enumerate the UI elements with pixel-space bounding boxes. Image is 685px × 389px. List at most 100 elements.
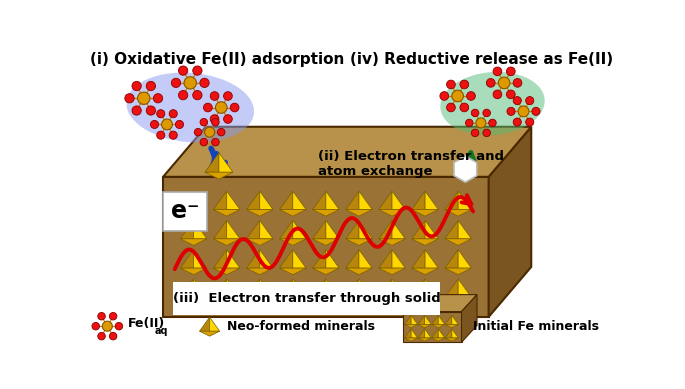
Circle shape (493, 90, 502, 99)
Polygon shape (438, 329, 445, 338)
Polygon shape (445, 297, 471, 304)
Polygon shape (214, 191, 227, 210)
Circle shape (200, 118, 208, 126)
Polygon shape (425, 329, 432, 338)
Circle shape (205, 127, 214, 137)
Text: (i) Oxidative Fe(II) adsorption: (i) Oxidative Fe(II) adsorption (90, 52, 344, 67)
Polygon shape (214, 268, 240, 275)
Circle shape (440, 92, 449, 100)
Circle shape (493, 67, 502, 76)
Polygon shape (438, 315, 445, 324)
Polygon shape (312, 221, 326, 239)
Polygon shape (458, 250, 471, 268)
Circle shape (157, 131, 165, 139)
Circle shape (507, 107, 515, 116)
Circle shape (513, 118, 521, 126)
Circle shape (175, 121, 184, 128)
Circle shape (92, 322, 99, 330)
Polygon shape (359, 221, 372, 239)
Polygon shape (247, 221, 260, 239)
Polygon shape (312, 210, 339, 216)
Circle shape (102, 321, 112, 331)
Polygon shape (312, 268, 339, 275)
Polygon shape (180, 279, 194, 297)
Polygon shape (210, 317, 220, 331)
Polygon shape (418, 338, 432, 341)
Polygon shape (180, 191, 194, 210)
Polygon shape (412, 221, 425, 239)
Circle shape (216, 102, 227, 113)
Polygon shape (260, 250, 273, 268)
Polygon shape (462, 294, 477, 342)
Polygon shape (379, 191, 392, 210)
Text: Initial Fe minerals: Initial Fe minerals (473, 320, 599, 333)
Circle shape (217, 128, 225, 136)
Polygon shape (346, 279, 359, 297)
Polygon shape (180, 239, 207, 245)
Polygon shape (458, 221, 471, 239)
Circle shape (110, 333, 117, 340)
Polygon shape (214, 279, 227, 297)
Polygon shape (214, 239, 240, 245)
Circle shape (210, 115, 219, 123)
Polygon shape (279, 268, 306, 275)
Polygon shape (359, 191, 372, 210)
Circle shape (203, 103, 212, 112)
Circle shape (466, 119, 473, 127)
Polygon shape (454, 156, 477, 182)
Circle shape (230, 103, 239, 112)
Polygon shape (312, 250, 326, 268)
Polygon shape (432, 329, 438, 338)
Circle shape (195, 128, 202, 136)
Polygon shape (392, 250, 406, 268)
Circle shape (460, 80, 469, 89)
Polygon shape (227, 250, 240, 268)
Circle shape (513, 96, 521, 105)
Polygon shape (432, 338, 445, 341)
Circle shape (223, 92, 232, 100)
Text: aq: aq (155, 326, 168, 336)
Polygon shape (163, 177, 488, 317)
Circle shape (200, 78, 209, 88)
Text: Neo-formed minerals: Neo-formed minerals (227, 320, 375, 333)
Polygon shape (379, 297, 406, 304)
Polygon shape (411, 329, 418, 338)
Polygon shape (445, 210, 471, 216)
Polygon shape (279, 297, 306, 304)
Polygon shape (199, 317, 210, 331)
Polygon shape (379, 239, 406, 245)
Polygon shape (292, 279, 306, 297)
Polygon shape (392, 221, 406, 239)
Circle shape (162, 119, 173, 130)
Circle shape (212, 118, 219, 126)
Polygon shape (194, 191, 207, 210)
Polygon shape (346, 221, 359, 239)
Polygon shape (199, 331, 220, 336)
Circle shape (110, 312, 117, 320)
Circle shape (466, 92, 475, 100)
Polygon shape (405, 315, 411, 324)
Polygon shape (247, 210, 273, 216)
Circle shape (506, 67, 515, 76)
Polygon shape (312, 239, 339, 245)
Circle shape (513, 79, 522, 87)
Polygon shape (219, 153, 233, 172)
Polygon shape (452, 329, 458, 338)
Polygon shape (227, 191, 240, 210)
Polygon shape (425, 191, 438, 210)
Circle shape (146, 106, 155, 115)
Polygon shape (412, 191, 425, 210)
Polygon shape (247, 279, 260, 297)
Polygon shape (279, 191, 292, 210)
Polygon shape (432, 324, 445, 328)
Polygon shape (425, 250, 438, 268)
Polygon shape (405, 338, 418, 341)
Circle shape (212, 138, 219, 146)
Circle shape (476, 118, 486, 128)
Text: (iii)  Electron transfer through solid: (iii) Electron transfer through solid (173, 292, 440, 305)
Polygon shape (412, 239, 438, 245)
Circle shape (132, 81, 141, 91)
Circle shape (471, 109, 479, 117)
Text: (ii) Electron transfer and
atom exchange: (ii) Electron transfer and atom exchange (318, 150, 504, 178)
Polygon shape (247, 191, 260, 210)
